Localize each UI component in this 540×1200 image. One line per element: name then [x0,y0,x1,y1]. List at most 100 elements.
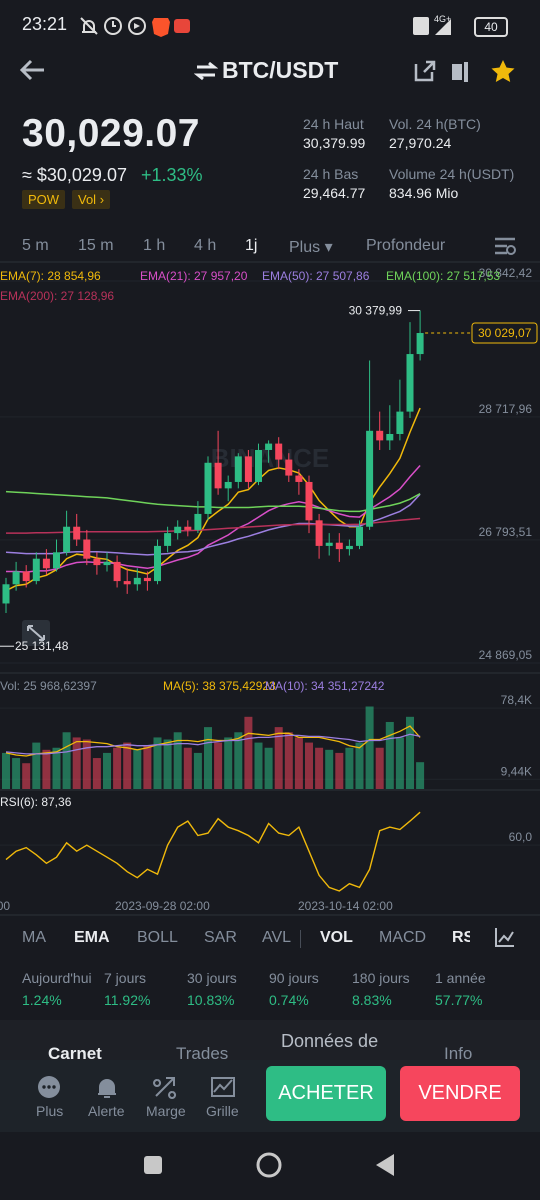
candle-body [154,545,161,582]
volume-bar [305,742,313,789]
candle-body [234,456,242,482]
candle-body [93,558,101,566]
candle-body [356,526,363,546]
time: 23:21 [22,14,68,34]
legend-entry: EMA(200): 27 128,96 [0,289,114,303]
volume-bar [2,752,10,789]
volume-legend: Vol: 25 968,62397 [0,679,97,693]
tag-pow[interactable]: POW [22,190,66,209]
nav-back[interactable] [376,1154,394,1176]
volume-bar [284,732,293,789]
action-label[interactable]: Grille [206,1103,239,1119]
candle-body [204,462,212,514]
candle-body [214,462,222,489]
perf-label: 90 jours [269,970,319,986]
indicator-tab[interactable]: AVL [262,929,292,946]
volume-bar [82,739,91,789]
indicator-tab[interactable]: MACD [379,929,427,946]
tab[interactable]: Données de [281,1031,379,1051]
perf-value: 11.92% [104,992,151,1008]
interval[interactable]: 15 m [78,237,114,254]
x-tick-label: 2023-10-14 02:00 [298,899,393,913]
interval[interactable]: 1 h [143,237,166,254]
candle-body [143,577,151,582]
volume-bar [375,747,384,789]
rsi-legend: RSI(6): 87,36 [0,795,72,809]
interval[interactable]: 4 h [194,237,217,254]
volume-bar [395,737,404,789]
candle-body [194,513,202,530]
legend-entry: MA(10): 34 351,27242 [265,679,385,693]
volume-bar [173,732,182,789]
interval-more[interactable]: Plus ▾ [289,239,333,256]
ma-line [5,725,421,757]
candle-body [184,526,192,530]
sell-button[interactable]: VENDRE [400,1066,520,1121]
ma-line [5,733,421,755]
indicator-settings[interactable] [493,926,517,948]
header-actions[interactable] [412,58,522,84]
indicator-tab[interactable]: BOLL [137,929,178,946]
buy-button[interactable]: ACHETER [266,1066,386,1121]
tab[interactable]: Carnet [48,1044,102,1063]
volume-bar [92,758,101,789]
nav-home[interactable] [256,1152,282,1178]
indicator-tab-active[interactable]: VOL [320,929,353,946]
candle-body [42,558,50,569]
tag-vol[interactable]: Vol › [72,190,111,209]
candle-body [103,561,111,566]
candle-body [32,558,40,582]
volume-bar [143,745,152,789]
y-tick-label: 30 842,42 [479,266,533,280]
indicator-tab[interactable]: SAR [204,929,237,946]
candle-body [113,561,121,582]
candle-body [174,526,182,534]
stat-label: 24 h Haut [303,116,364,132]
volume-bar [294,737,303,789]
volume-bar [244,716,253,789]
interval[interactable]: 5 m [22,237,49,254]
candle-body [123,581,131,585]
y-tick-label: 78,4K [501,693,532,707]
volume-bar [12,758,21,789]
volume-bar [42,749,51,789]
divider [300,930,301,948]
action-label[interactable]: Plus [36,1103,64,1119]
volume-bar [274,727,283,789]
volume-bar [406,716,414,789]
volume-bar [385,721,394,789]
swap-icon[interactable] [194,60,218,82]
volume-bar [335,752,344,789]
indicator-tab[interactable]: MA [22,929,46,946]
volume-bar [133,749,142,789]
candle-body [83,539,91,559]
action-label[interactable]: Alerte [88,1103,125,1119]
stat-label: 24 h Bas [303,166,359,182]
candle-body [376,430,384,441]
volume-bar [32,742,41,789]
perf-label: Aujourd'hui [22,970,92,986]
depth-tab[interactable]: Profondeur [366,237,446,254]
pair-title[interactable]: BTC/USDT [222,57,339,83]
action-label[interactable]: Marge [146,1103,186,1119]
tab[interactable]: Trades [176,1044,229,1063]
indicator-tab-active[interactable]: EMA [74,929,110,946]
action-icons [38,1076,235,1099]
volume-bar [365,706,374,789]
back-button[interactable] [18,58,48,82]
settings-icon[interactable] [493,236,517,256]
interval-selected[interactable]: 1j [245,237,258,254]
candle-body [275,443,283,460]
nav-recents[interactable] [144,1156,162,1174]
candle-body [12,571,20,585]
volume-bar [355,742,364,789]
volume-bar [264,747,273,789]
tab[interactable]: Info [444,1044,473,1063]
last-price: 30,029.07 [22,112,201,155]
candle-body [22,571,30,582]
volume-bar [123,742,132,789]
indicator-tab-active[interactable]: RSI [452,929,470,946]
volume-bar [204,727,212,789]
nav-bar [144,1152,394,1178]
